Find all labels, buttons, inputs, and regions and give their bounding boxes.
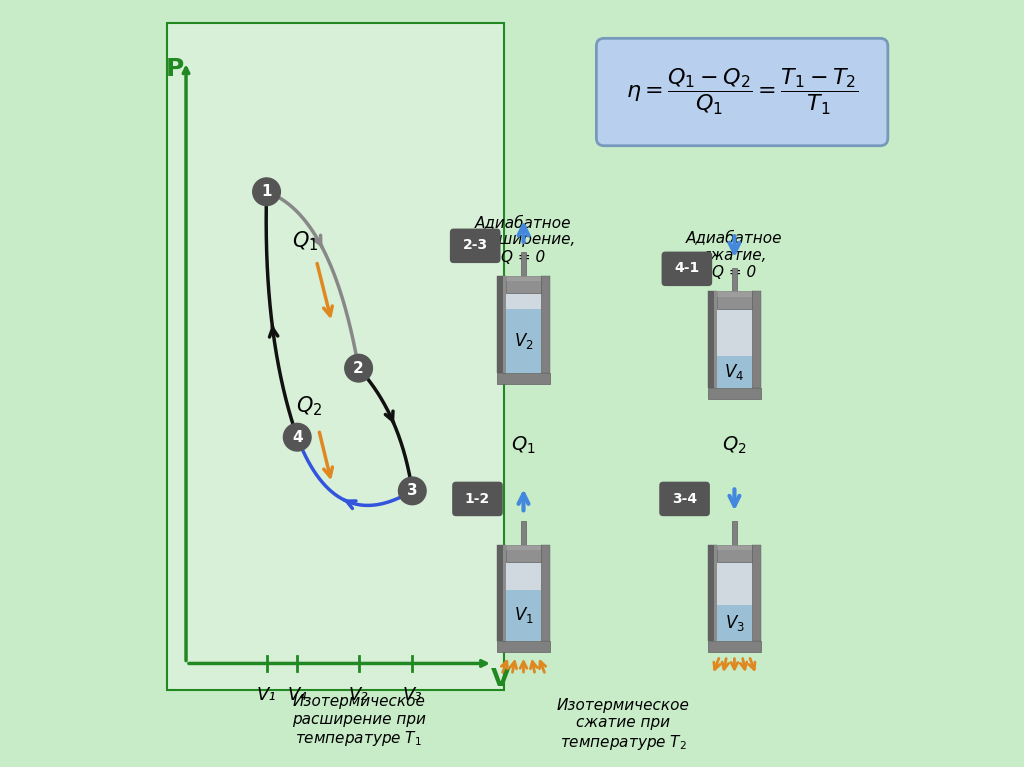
FancyBboxPatch shape bbox=[717, 291, 752, 308]
FancyBboxPatch shape bbox=[717, 357, 752, 388]
Text: $Q_1$: $Q_1$ bbox=[292, 229, 318, 253]
Circle shape bbox=[253, 178, 281, 206]
FancyBboxPatch shape bbox=[717, 605, 752, 641]
FancyBboxPatch shape bbox=[506, 561, 541, 590]
FancyBboxPatch shape bbox=[504, 545, 506, 641]
FancyBboxPatch shape bbox=[450, 229, 501, 263]
FancyBboxPatch shape bbox=[752, 545, 761, 641]
Circle shape bbox=[345, 354, 373, 382]
FancyBboxPatch shape bbox=[732, 521, 737, 545]
FancyBboxPatch shape bbox=[504, 276, 506, 373]
FancyBboxPatch shape bbox=[497, 373, 550, 384]
FancyBboxPatch shape bbox=[506, 545, 541, 561]
Text: Адиабатное
расширение,
Q = 0: Адиабатное расширение, Q = 0 bbox=[471, 215, 575, 265]
FancyBboxPatch shape bbox=[506, 590, 541, 641]
FancyBboxPatch shape bbox=[506, 545, 541, 550]
Text: P: P bbox=[166, 57, 183, 81]
FancyBboxPatch shape bbox=[506, 309, 541, 373]
FancyBboxPatch shape bbox=[506, 276, 541, 281]
FancyBboxPatch shape bbox=[708, 641, 761, 652]
Text: Изотермическое
расширение при
температуре $T_1$: Изотермическое расширение при температур… bbox=[292, 694, 426, 749]
FancyBboxPatch shape bbox=[506, 293, 541, 309]
FancyBboxPatch shape bbox=[596, 38, 888, 146]
Text: V₃: V₃ bbox=[402, 686, 422, 704]
FancyBboxPatch shape bbox=[506, 276, 541, 293]
FancyBboxPatch shape bbox=[717, 545, 752, 550]
FancyBboxPatch shape bbox=[497, 545, 506, 641]
FancyBboxPatch shape bbox=[453, 482, 503, 516]
Text: 4-1: 4-1 bbox=[674, 262, 699, 275]
FancyBboxPatch shape bbox=[715, 545, 717, 641]
FancyBboxPatch shape bbox=[521, 521, 526, 545]
FancyBboxPatch shape bbox=[708, 291, 717, 388]
Text: $V_2$: $V_2$ bbox=[514, 331, 534, 351]
Text: 4: 4 bbox=[292, 430, 302, 445]
FancyBboxPatch shape bbox=[708, 388, 761, 399]
FancyBboxPatch shape bbox=[167, 23, 505, 690]
Text: Изотермическое
сжатие при
температуре $T_2$: Изотермическое сжатие при температуре $T… bbox=[557, 698, 689, 752]
Text: V: V bbox=[490, 667, 510, 691]
FancyBboxPatch shape bbox=[717, 545, 752, 561]
FancyBboxPatch shape bbox=[541, 545, 550, 641]
Text: $Q_2$: $Q_2$ bbox=[296, 394, 322, 418]
Text: 1-2: 1-2 bbox=[465, 492, 490, 505]
Text: V₂: V₂ bbox=[349, 686, 369, 704]
Text: V₄: V₄ bbox=[288, 686, 307, 704]
FancyBboxPatch shape bbox=[659, 482, 710, 516]
FancyBboxPatch shape bbox=[715, 291, 717, 388]
Text: $Q_1$: $Q_1$ bbox=[511, 434, 536, 456]
Text: 2-3: 2-3 bbox=[463, 239, 487, 252]
FancyBboxPatch shape bbox=[708, 545, 717, 641]
FancyBboxPatch shape bbox=[662, 252, 712, 286]
Text: $\eta = \dfrac{Q_1 - Q_2}{Q_1} = \dfrac{T_1 - T_2}{T_1}$: $\eta = \dfrac{Q_1 - Q_2}{Q_1} = \dfrac{… bbox=[626, 67, 858, 117]
Text: Адиабатное
сжатие,
Q = 0: Адиабатное сжатие, Q = 0 bbox=[686, 230, 782, 280]
FancyBboxPatch shape bbox=[752, 291, 761, 388]
Text: 3: 3 bbox=[407, 483, 418, 499]
FancyBboxPatch shape bbox=[521, 252, 526, 276]
Text: $V_1$: $V_1$ bbox=[514, 605, 534, 625]
FancyBboxPatch shape bbox=[732, 268, 737, 291]
Text: $V_4$: $V_4$ bbox=[724, 362, 744, 382]
Text: 1: 1 bbox=[261, 184, 271, 199]
FancyBboxPatch shape bbox=[717, 291, 752, 297]
FancyBboxPatch shape bbox=[717, 561, 752, 605]
Circle shape bbox=[398, 477, 426, 505]
FancyBboxPatch shape bbox=[541, 276, 550, 373]
Text: 3-4: 3-4 bbox=[672, 492, 697, 505]
Text: V₁: V₁ bbox=[257, 686, 276, 704]
Circle shape bbox=[284, 423, 311, 451]
FancyBboxPatch shape bbox=[717, 308, 752, 357]
FancyBboxPatch shape bbox=[497, 641, 550, 652]
Text: $V_3$: $V_3$ bbox=[725, 614, 744, 634]
Text: 2: 2 bbox=[353, 360, 364, 376]
Text: $Q_2$: $Q_2$ bbox=[722, 434, 746, 456]
FancyBboxPatch shape bbox=[497, 276, 506, 373]
